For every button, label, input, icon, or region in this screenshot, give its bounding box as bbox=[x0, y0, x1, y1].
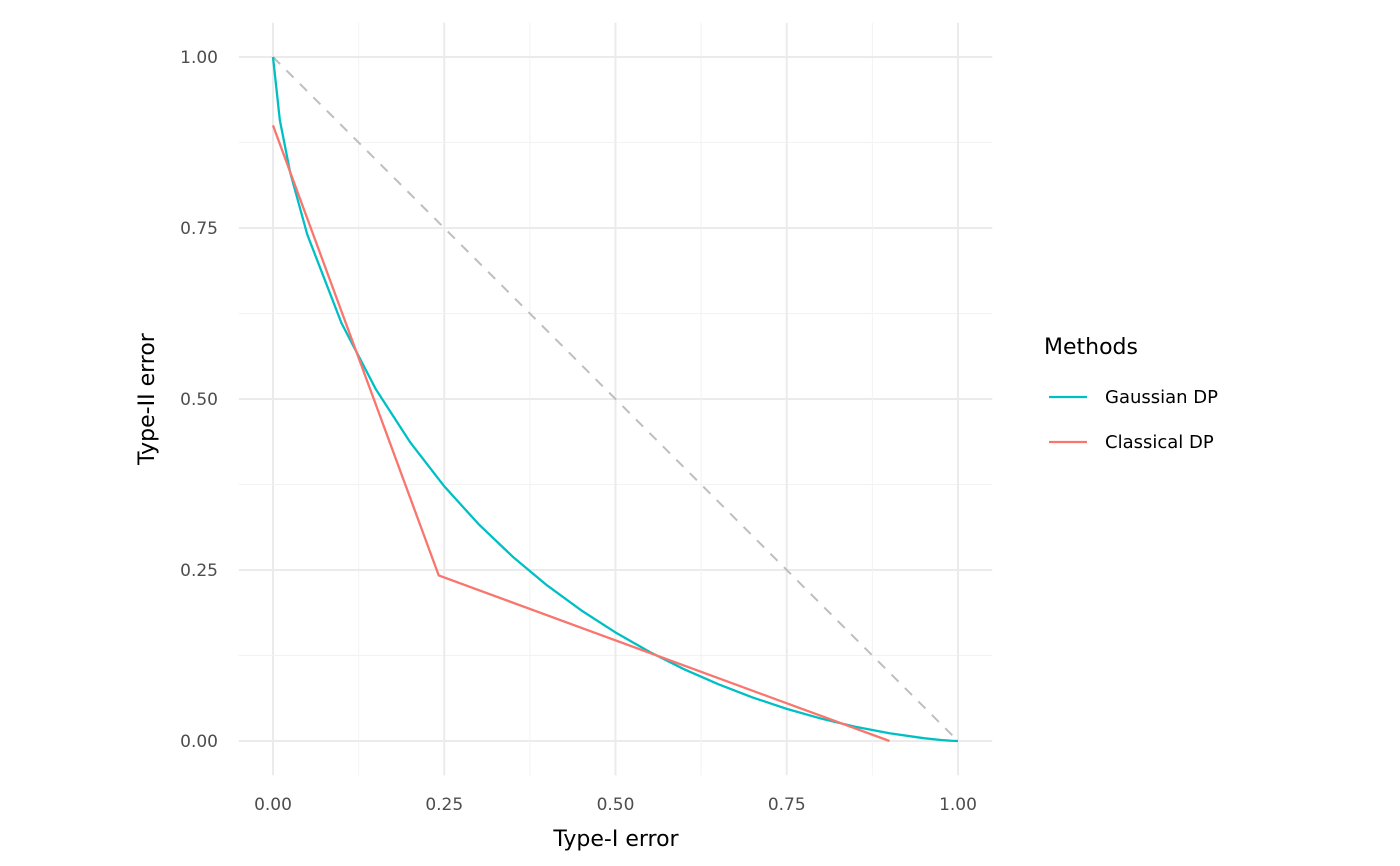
y-axis-title: Type-II error bbox=[135, 332, 160, 466]
x-tick-label: 0.75 bbox=[768, 795, 806, 815]
x-tick-label: 0.00 bbox=[254, 795, 292, 815]
reference-line bbox=[272, 56, 959, 742]
legend-label: Gaussian DP bbox=[1105, 387, 1218, 408]
y-axis-ticks: 0.00 0.25 0.50 0.75 1.00 bbox=[180, 48, 218, 752]
series-lines bbox=[271, 56, 959, 743]
x-axis-ticks: 0.00 0.25 0.50 0.75 1.00 bbox=[254, 795, 977, 815]
y-tick-label: 0.25 bbox=[180, 561, 218, 581]
x-tick-label: 1.00 bbox=[939, 795, 977, 815]
y-tick-label: 0.00 bbox=[180, 732, 218, 752]
legend: Methods Gaussian DP Classical DP bbox=[1044, 335, 1218, 453]
x-tick-label: 0.50 bbox=[597, 795, 635, 815]
x-axis-title: Type-I error bbox=[552, 827, 679, 852]
y-tick-label: 0.50 bbox=[180, 390, 218, 410]
y-tick-label: 1.00 bbox=[180, 48, 218, 68]
reference-diagonal bbox=[272, 56, 959, 742]
series-line-classical-dp bbox=[271, 125, 890, 743]
grid bbox=[238, 22, 993, 776]
legend-label: Classical DP bbox=[1105, 432, 1214, 453]
x-tick-label: 0.25 bbox=[425, 795, 463, 815]
legend-title: Methods bbox=[1044, 335, 1138, 360]
y-tick-label: 0.75 bbox=[180, 219, 218, 239]
series-line-gaussian-dp bbox=[271, 56, 959, 743]
